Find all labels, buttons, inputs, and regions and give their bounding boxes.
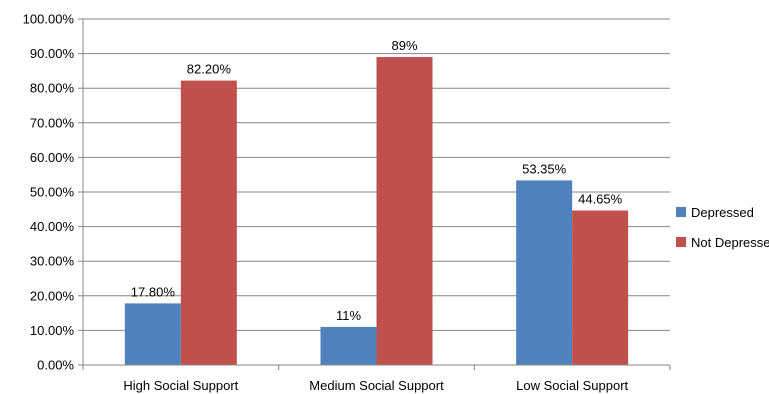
y-tick-label: 0.00%: [37, 358, 74, 373]
legend: Depressed Not Depressed: [676, 205, 769, 250]
y-tick-label: 40.00%: [30, 219, 75, 234]
data-label: 89%: [391, 38, 417, 53]
bar-depressed: [516, 180, 573, 365]
x-tick-label: High Social Support: [123, 378, 238, 393]
y-tick-label: 30.00%: [30, 254, 75, 269]
x-tick-label: Low Social Support: [516, 378, 628, 393]
x-tick-label: Medium Social Support: [309, 378, 444, 393]
labels: 0.00% 10.00% 20.00% 30.00% 40.00% 50.00% 60.00…: [23, 12, 629, 394]
bar-not-depressed: [572, 210, 629, 365]
bar-not-depressed: [376, 57, 433, 366]
data-label: 53.35%: [522, 161, 567, 176]
axes: [78, 18, 671, 370]
y-tick-label: 90.00%: [30, 46, 75, 61]
y-tick-label: 60.00%: [30, 150, 75, 165]
y-tick-label: 10.00%: [30, 323, 75, 338]
legend-swatch: [676, 207, 686, 217]
data-label: 44.65%: [578, 192, 623, 207]
bars: [124, 57, 629, 366]
data-label: 82.20%: [187, 62, 232, 77]
y-tick-label: 80.00%: [30, 81, 75, 96]
y-tick-label: 100.00%: [23, 12, 75, 27]
y-tick-label: 70.00%: [30, 115, 75, 130]
data-label: 11%: [336, 308, 361, 323]
bar-not-depressed: [180, 80, 237, 365]
legend-label: Depressed: [691, 205, 754, 220]
legend-swatch: [676, 237, 686, 247]
y-tick-label: 50.00%: [30, 185, 75, 200]
data-label: 17.80%: [131, 284, 176, 299]
bar-depressed: [320, 326, 377, 365]
bar-depressed: [124, 303, 181, 365]
legend-label: Not Depressed: [691, 235, 769, 250]
y-tick-label: 20.00%: [30, 288, 75, 303]
